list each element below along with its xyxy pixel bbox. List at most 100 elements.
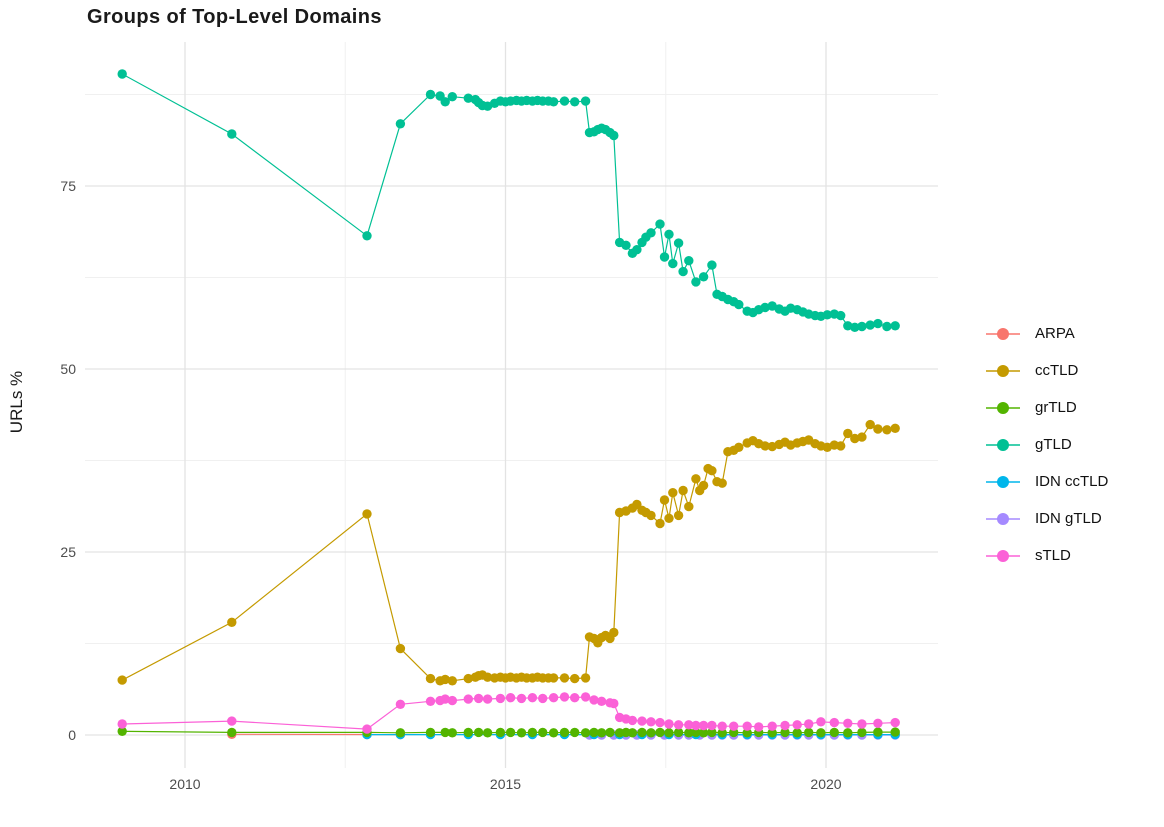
legend-key-icon — [986, 475, 1020, 488]
data-point — [707, 466, 717, 476]
data-point — [570, 693, 580, 703]
data-point — [627, 715, 638, 726]
data-point — [857, 321, 867, 332]
data-point — [580, 96, 591, 106]
data-point — [482, 672, 493, 682]
x-tick-label: 2020 — [810, 776, 842, 792]
legend: ARPA ccTLD grTLD gTLD IDN ccTLD IDN gTLD sTLD — [986, 315, 1108, 574]
legend-key-icon — [986, 364, 1020, 377]
data-point — [850, 433, 860, 444]
data-point — [425, 673, 436, 684]
data-point — [673, 510, 684, 521]
data-point — [482, 728, 493, 738]
data-point — [637, 716, 647, 726]
data-point — [117, 719, 127, 729]
data-point — [473, 727, 484, 738]
data-point — [664, 229, 674, 239]
data-point — [425, 696, 436, 706]
data-point — [804, 719, 814, 729]
data-point — [548, 728, 559, 738]
legend-key-dot — [997, 327, 1009, 340]
data-point — [621, 240, 631, 250]
legend-item-grtld: grTLD — [986, 389, 1108, 426]
chart-title: Groups of Top-Level Domains — [87, 6, 382, 28]
data-point — [548, 673, 559, 683]
data-point — [362, 509, 372, 519]
data-point — [865, 419, 875, 430]
data-point — [668, 488, 678, 498]
legend-key-icon — [986, 438, 1020, 451]
data-point — [678, 266, 688, 277]
data-point — [659, 252, 670, 262]
data-point — [873, 318, 883, 329]
data-point — [538, 693, 548, 704]
data-point — [463, 727, 473, 738]
data-point — [117, 726, 127, 736]
x-tick-label: 2010 — [169, 776, 201, 792]
data-point — [609, 130, 619, 141]
data-point — [596, 728, 607, 738]
data-point — [570, 97, 580, 107]
legend-item-cctld: ccTLD — [986, 352, 1108, 389]
legend-item-arpa: ARPA — [986, 315, 1108, 352]
data-point — [717, 728, 727, 738]
data-point — [589, 727, 599, 738]
data-point — [447, 92, 457, 102]
data-point — [691, 727, 701, 738]
data-point — [684, 720, 694, 730]
data-point — [440, 97, 450, 107]
data-point — [873, 718, 883, 728]
data-point — [836, 310, 846, 321]
data-point — [632, 245, 642, 255]
data-point — [698, 480, 709, 491]
data-point — [822, 310, 832, 320]
data-point — [668, 258, 678, 269]
data-point — [463, 673, 473, 684]
legend-key-icon — [986, 401, 1020, 414]
data-point — [684, 728, 694, 738]
data-point — [447, 695, 457, 706]
data-point — [673, 727, 684, 738]
data-point — [440, 674, 450, 685]
y-tick-label: 0 — [68, 727, 76, 743]
data-point — [698, 272, 709, 282]
data-point — [843, 718, 853, 728]
legend-item-gtld: gTLD — [986, 426, 1108, 463]
series-line — [121, 73, 896, 328]
data-point — [698, 720, 709, 731]
series-line — [121, 423, 896, 682]
data-point — [527, 727, 538, 738]
data-point — [482, 694, 493, 704]
data-point — [836, 441, 846, 451]
data-point — [227, 727, 237, 738]
legend-label: ccTLD — [1035, 362, 1079, 379]
data-point — [754, 722, 764, 732]
data-point — [684, 256, 694, 266]
data-point — [659, 495, 670, 505]
y-axis-title: URLs % — [7, 370, 26, 434]
legend-key-dot — [997, 549, 1009, 562]
data-point — [707, 260, 717, 270]
data-point — [691, 474, 701, 484]
legend-key-icon — [986, 549, 1020, 562]
data-point — [117, 675, 127, 685]
data-point — [505, 727, 516, 738]
legend-label: grTLD — [1035, 399, 1077, 416]
data-point — [227, 716, 237, 726]
data-point — [707, 720, 717, 731]
x-tick-label: 2015 — [489, 776, 522, 792]
data-point — [767, 728, 777, 738]
data-point — [548, 97, 559, 107]
data-point — [843, 321, 853, 331]
data-point — [655, 717, 665, 728]
data-point — [843, 728, 853, 738]
data-point — [495, 693, 506, 704]
legend-label: IDN ccTLD — [1035, 473, 1109, 490]
data-point — [717, 721, 727, 731]
series-gtld — [117, 69, 900, 332]
data-point — [516, 693, 527, 704]
series-cctld — [117, 419, 900, 686]
data-point — [890, 321, 900, 331]
data-point — [698, 728, 709, 738]
series-grtld — [117, 726, 900, 738]
